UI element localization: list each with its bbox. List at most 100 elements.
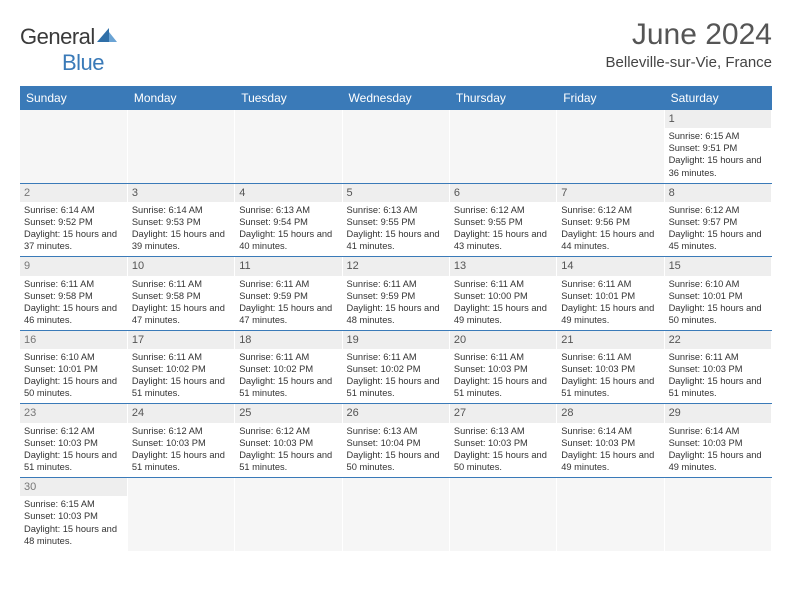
day-number: 7 — [557, 184, 663, 202]
day-number: 19 — [343, 331, 449, 349]
weekday-header: Monday — [127, 86, 234, 110]
day-number: 12 — [343, 257, 449, 275]
calendar-cell: 5 Sunrise: 6:13 AMSunset: 9:55 PMDaylight… — [342, 183, 449, 257]
calendar-cell: 25Sunrise: 6:12 AMSunset: 10:03 PMDaylig… — [235, 404, 342, 478]
calendar-cell — [235, 478, 342, 551]
weekday-header: Wednesday — [342, 86, 449, 110]
day-details: Sunrise: 6:14 AMSunset: 10:03 PMDaylight… — [669, 425, 767, 473]
day-details: Sunrise: 6:11 AMSunset: 10:02 PMDaylight… — [239, 351, 337, 399]
calendar-cell — [342, 110, 449, 183]
calendar-cell: 1 Sunrise: 6:15 AMSunset: 9:51 PMDaylight… — [664, 110, 771, 183]
day-details: Sunrise: 6:14 AMSunset: 9:53 PMDaylight:… — [132, 204, 230, 252]
calendar-cell: 8Sunrise: 6:12 AMSunset: 9:57 PMDaylight… — [664, 183, 771, 257]
calendar-week: 16 Sunrise: 6:10 AMSunset: 10:01 PMDaylig… — [20, 330, 772, 404]
calendar-cell — [235, 110, 342, 183]
day-details: Sunrise: 6:11 AMSunset: 9:59 PMDaylight:… — [239, 278, 337, 326]
day-details: Sunrise: 6:11 AMSunset: 9:58 PMDaylight:… — [24, 278, 123, 326]
day-number: 27 — [450, 404, 556, 422]
calendar-body: 1 Sunrise: 6:15 AMSunset: 9:51 PMDaylight… — [20, 110, 772, 551]
day-number: 30 — [20, 478, 127, 496]
day-number: 10 — [128, 257, 234, 275]
day-details: Sunrise: 6:13 AMSunset: 9:55 PMDaylight:… — [347, 204, 445, 252]
calendar-cell — [664, 478, 771, 551]
weekday-row: SundayMondayTuesdayWednesdayThursdayFrid… — [20, 86, 772, 110]
calendar-cell — [449, 110, 556, 183]
logo-text-a: General — [20, 24, 95, 49]
day-number: 17 — [128, 331, 234, 349]
day-details: Sunrise: 6:11 AMSunset: 10:02 PMDaylight… — [347, 351, 445, 399]
calendar-week: 9Sunrise: 6:11 AMSunset: 9:58 PMDaylight… — [20, 257, 772, 331]
day-details: Sunrise: 6:12 AMSunset: 10:03 PMDaylight… — [132, 425, 230, 473]
day-number: 20 — [450, 331, 556, 349]
day-number: 22 — [665, 331, 771, 349]
calendar-week: 30 Sunrise: 6:15 AMSunset: 10:03 PMDaylig… — [20, 478, 772, 551]
calendar-cell: 3Sunrise: 6:14 AMSunset: 9:53 PMDaylight… — [127, 183, 234, 257]
logo: GeneralBlue — [20, 24, 119, 76]
day-details: Sunrise: 6:10 AMSunset: 10:01 PMDaylight… — [24, 351, 123, 399]
calendar-cell: 17Sunrise: 6:11 AMSunset: 10:02 PMDaylig… — [127, 330, 234, 404]
title-block: June 2024 Belleville-sur-Vie, France — [606, 18, 772, 71]
header: GeneralBlue June 2024 Belleville-sur-Vie… — [20, 18, 772, 76]
calendar-cell: 21 Sunrise: 6:11 AMSunset: 10:03 PMDaylig… — [557, 330, 664, 404]
calendar-cell: 11Sunrise: 6:11 AMSunset: 9:59 PMDayligh… — [235, 257, 342, 331]
calendar-cell: 20 Sunrise: 6:11 AMSunset: 10:03 PMDaylig… — [449, 330, 556, 404]
day-details: Sunrise: 6:12 AMSunset: 9:57 PMDaylight:… — [669, 204, 767, 252]
calendar-table: SundayMondayTuesdayWednesdayThursdayFrid… — [20, 86, 772, 551]
calendar-cell: 10 Sunrise: 6:11 AMSunset: 9:58 PMDayligh… — [127, 257, 234, 331]
calendar-cell: 16 Sunrise: 6:10 AMSunset: 10:01 PMDaylig… — [20, 330, 127, 404]
day-number: 1 — [665, 110, 771, 128]
day-number: 16 — [20, 331, 127, 349]
day-details: Sunrise: 6:11 AMSunset: 10:03 PMDaylight… — [561, 351, 659, 399]
calendar-cell — [20, 110, 127, 183]
calendar-cell: 15Sunrise: 6:10 AMSunset: 10:01 PMDaylig… — [664, 257, 771, 331]
calendar-cell: 19 Sunrise: 6:11 AMSunset: 10:02 PMDaylig… — [342, 330, 449, 404]
calendar-cell: 18 Sunrise: 6:11 AMSunset: 10:02 PMDaylig… — [235, 330, 342, 404]
calendar-cell: 13Sunrise: 6:11 AMSunset: 10:00 PMDaylig… — [449, 257, 556, 331]
month-title: June 2024 — [606, 18, 772, 52]
calendar-cell: 9Sunrise: 6:11 AMSunset: 9:58 PMDaylight… — [20, 257, 127, 331]
calendar-week: 2Sunrise: 6:14 AMSunset: 9:52 PMDaylight… — [20, 183, 772, 257]
day-details: Sunrise: 6:13 AMSunset: 10:04 PMDaylight… — [347, 425, 445, 473]
day-details: Sunrise: 6:15 AMSunset: 10:03 PMDaylight… — [24, 498, 123, 546]
logo-triangle-icon — [95, 26, 119, 44]
day-number: 21 — [557, 331, 663, 349]
calendar-cell: 27Sunrise: 6:13 AMSunset: 10:03 PMDaylig… — [449, 404, 556, 478]
calendar-cell: 23 Sunrise: 6:12 AMSunset: 10:03 PMDaylig… — [20, 404, 127, 478]
calendar-cell: 12 Sunrise: 6:11 AMSunset: 9:59 PMDayligh… — [342, 257, 449, 331]
day-number: 28 — [557, 404, 663, 422]
calendar-cell: 24 Sunrise: 6:12 AMSunset: 10:03 PMDaylig… — [127, 404, 234, 478]
calendar-cell: 28Sunrise: 6:14 AMSunset: 10:03 PMDaylig… — [557, 404, 664, 478]
calendar-cell — [557, 110, 664, 183]
day-details: Sunrise: 6:15 AMSunset: 9:51 PMDaylight:… — [669, 130, 767, 178]
day-details: Sunrise: 6:11 AMSunset: 10:03 PMDaylight… — [454, 351, 552, 399]
calendar-cell — [449, 478, 556, 551]
day-number: 2 — [20, 184, 127, 202]
logo-text: GeneralBlue — [20, 24, 119, 76]
calendar-cell: 6Sunrise: 6:12 AMSunset: 9:55 PMDaylight… — [449, 183, 556, 257]
day-details: Sunrise: 6:11 AMSunset: 10:03 PMDaylight… — [669, 351, 767, 399]
day-details: Sunrise: 6:13 AMSunset: 9:54 PMDaylight:… — [239, 204, 337, 252]
calendar-cell: 14Sunrise: 6:11 AMSunset: 10:01 PMDaylig… — [557, 257, 664, 331]
day-details: Sunrise: 6:12 AMSunset: 10:03 PMDaylight… — [24, 425, 123, 473]
day-details: Sunrise: 6:11 AMSunset: 9:58 PMDaylight:… — [132, 278, 230, 326]
day-number: 26 — [343, 404, 449, 422]
calendar-cell: 29 Sunrise: 6:14 AMSunset: 10:03 PMDaylig… — [664, 404, 771, 478]
day-number: 13 — [450, 257, 556, 275]
weekday-header: Thursday — [449, 86, 556, 110]
day-number: 29 — [665, 404, 771, 422]
day-number: 24 — [128, 404, 234, 422]
day-number: 6 — [450, 184, 556, 202]
calendar-cell: 4 Sunrise: 6:13 AMSunset: 9:54 PMDaylight… — [235, 183, 342, 257]
day-number: 5 — [343, 184, 449, 202]
calendar-week: 1 Sunrise: 6:15 AMSunset: 9:51 PMDaylight… — [20, 110, 772, 183]
location: Belleville-sur-Vie, France — [606, 54, 772, 71]
day-number: 23 — [20, 404, 127, 422]
day-details: Sunrise: 6:11 AMSunset: 9:59 PMDaylight:… — [347, 278, 445, 326]
calendar-cell: 2Sunrise: 6:14 AMSunset: 9:52 PMDaylight… — [20, 183, 127, 257]
calendar-cell: 26 Sunrise: 6:13 AMSunset: 10:04 PMDaylig… — [342, 404, 449, 478]
day-details: Sunrise: 6:11 AMSunset: 10:01 PMDaylight… — [561, 278, 659, 326]
day-details: Sunrise: 6:10 AMSunset: 10:01 PMDaylight… — [669, 278, 767, 326]
calendar-cell — [127, 478, 234, 551]
day-number: 4 — [235, 184, 341, 202]
day-number: 18 — [235, 331, 341, 349]
